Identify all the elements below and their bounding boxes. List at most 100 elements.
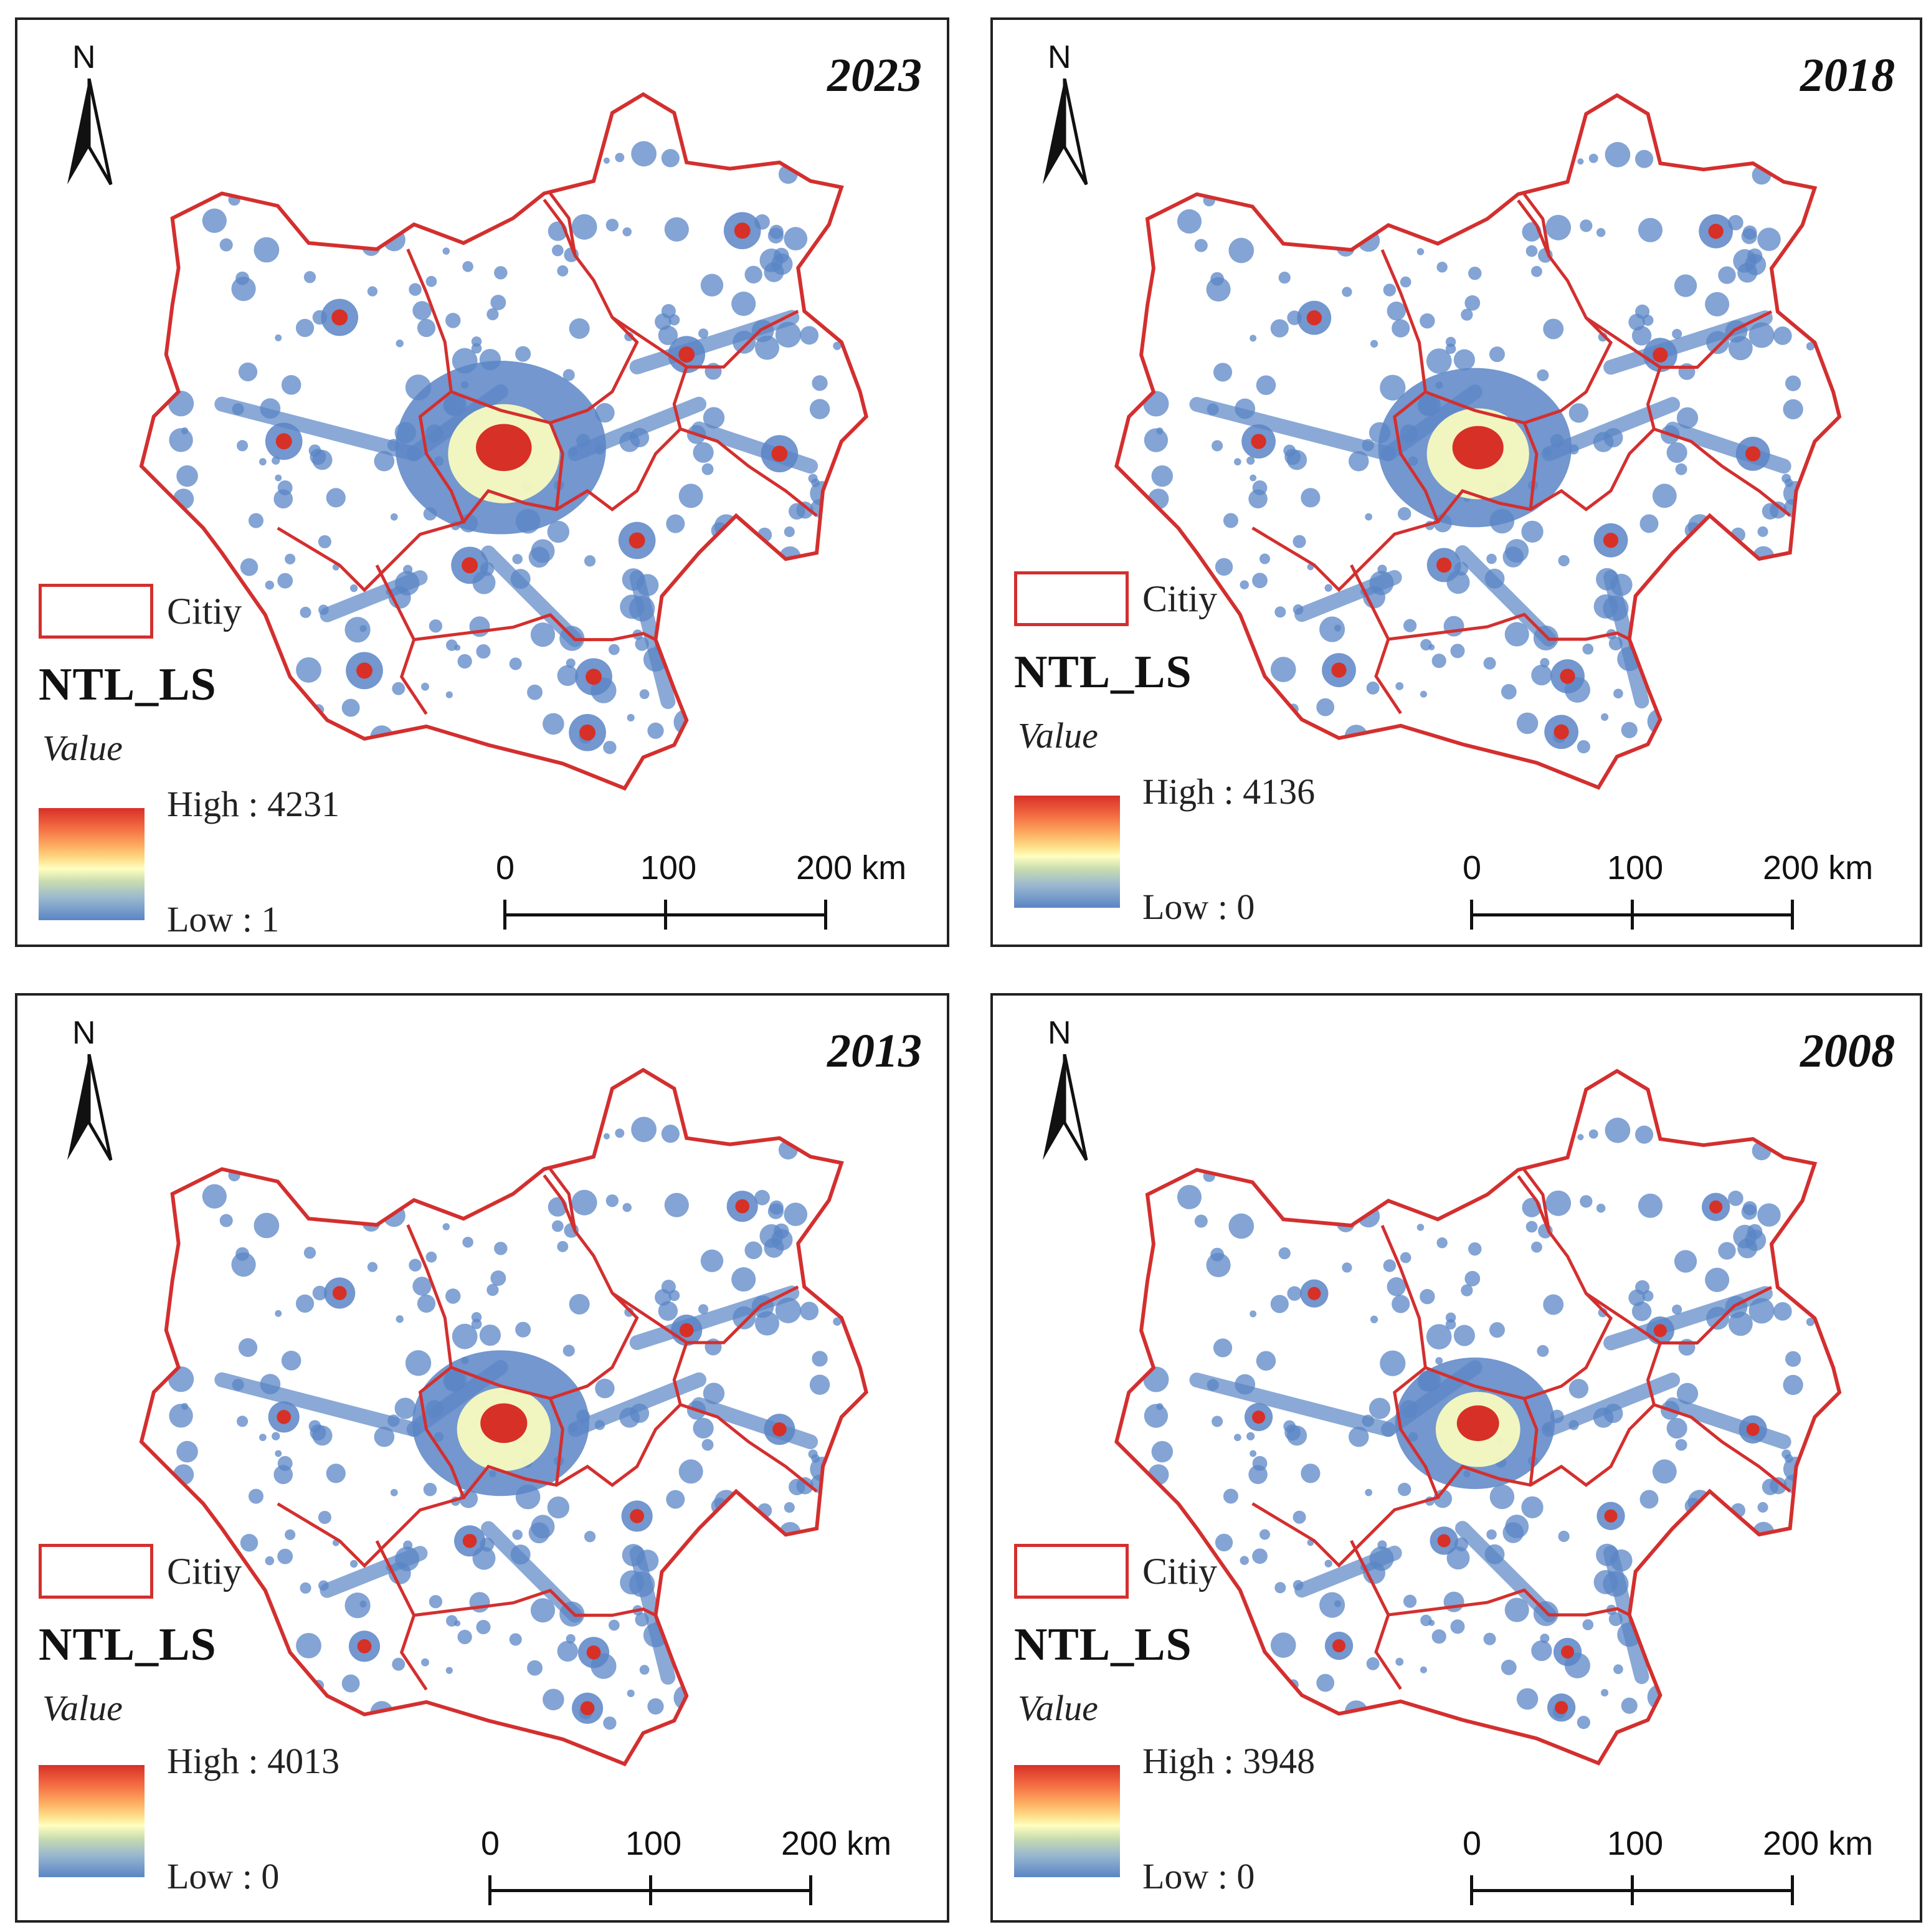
settlement-light (800, 326, 819, 345)
legend-city-swatch (39, 584, 153, 639)
settlement-light (1580, 219, 1593, 232)
settlement-light (421, 682, 429, 691)
settlement-light (1464, 1270, 1481, 1287)
scale-tick (649, 1875, 652, 1905)
north-letter: N (72, 39, 96, 75)
settlement-light (1768, 715, 1781, 728)
settlement-light (1776, 1667, 1801, 1692)
settlement-light (1403, 619, 1417, 632)
legend-city-label: Citiy (1142, 1551, 1218, 1592)
settlement-light (412, 301, 432, 320)
settlement-light (1319, 616, 1345, 642)
settlement-light (1601, 713, 1609, 721)
settlement-light (1387, 1277, 1406, 1297)
settlement-light (168, 391, 194, 417)
city-hotspot-center (679, 1323, 694, 1338)
legend-low-label: Low : 1 (167, 899, 280, 940)
settlement-light (1601, 1688, 1609, 1697)
settlement-light (584, 1531, 596, 1543)
settlement-light (1431, 654, 1446, 669)
settlement-light (442, 144, 457, 159)
settlement-light (1252, 1548, 1268, 1564)
legend-high-label: High : 4136 (1142, 771, 1316, 812)
settlement-light (571, 214, 597, 240)
city-hotspot-center (734, 222, 751, 239)
settlement-light (1678, 363, 1696, 380)
settlement-light (1194, 1214, 1208, 1228)
settlement-light (703, 1382, 725, 1404)
settlement-light (1639, 1490, 1659, 1509)
settlement-light (1531, 1640, 1552, 1662)
settlement-light (515, 1321, 531, 1338)
settlement-light (1540, 658, 1550, 668)
settlement-light (1537, 369, 1549, 381)
settlement-light (1783, 1374, 1803, 1396)
settlement-light (1416, 1120, 1431, 1135)
settlement-light (396, 340, 404, 348)
settlement-light (425, 1251, 437, 1263)
city-hotspot-center (1437, 1534, 1451, 1548)
settlement-light (359, 1601, 367, 1608)
settlement-light (747, 1705, 758, 1716)
settlement-light (353, 1153, 379, 1179)
settlement-light (237, 1416, 249, 1427)
settlement-light (1732, 578, 1744, 590)
settlement-light (494, 1242, 508, 1255)
city-boundary (1436, 1342, 1662, 1499)
settlement-light (1324, 1559, 1332, 1568)
settlement-light (661, 149, 680, 168)
settlement-light (459, 1489, 478, 1508)
settlement-light (1365, 513, 1372, 521)
settlement-light (1737, 262, 1758, 283)
settlement-light (1302, 221, 1329, 247)
map-panel-2023: 2023 N Citiy NTL_LS Value High : 4231 Lo… (15, 17, 949, 947)
north-arrow: N (1030, 39, 1099, 188)
city-boundary (549, 422, 564, 510)
settlement-light (767, 227, 784, 244)
settlement-light (1428, 1619, 1435, 1626)
settlement-light (1319, 1592, 1345, 1618)
settlement-light (754, 586, 763, 595)
settlement-light (595, 1378, 615, 1399)
settlement-light (603, 1133, 610, 1140)
settlement-light (296, 1632, 321, 1658)
settlement-light (353, 177, 379, 204)
settlement-light (1490, 117, 1506, 133)
settlement-light (1293, 535, 1306, 548)
settlement-light (744, 1241, 762, 1260)
city-hotspot-center (1332, 1639, 1346, 1653)
settlement-light (1427, 159, 1449, 181)
settlement-light (1372, 1120, 1382, 1130)
legend-title: NTL_LS (1014, 1619, 1192, 1670)
settlement-light (285, 1529, 296, 1540)
settlement-light (357, 1176, 378, 1198)
nighttime-lights-map (139, 92, 868, 791)
settlement-light (792, 727, 810, 745)
settlement-light (452, 1323, 478, 1349)
settlement-light (1732, 1554, 1744, 1566)
settlement-light (1716, 1596, 1740, 1620)
settlement-light (800, 1301, 819, 1321)
settlement-light (698, 1304, 709, 1315)
city-hotspot-center (735, 1199, 750, 1214)
settlement-light (803, 1668, 828, 1693)
settlement-light (1453, 1325, 1475, 1346)
scale-tick (1470, 1875, 1473, 1905)
settlement-light (486, 1283, 499, 1297)
settlement-light (658, 1301, 678, 1321)
settlement-light (296, 1137, 318, 1159)
settlement-light (683, 1719, 697, 1732)
settlement-light (527, 1660, 543, 1676)
settlement-light (1505, 539, 1529, 563)
urban-core-high (1452, 426, 1504, 470)
settlement-light (303, 271, 316, 283)
settlement-light (551, 244, 564, 257)
settlement-light (790, 1110, 805, 1125)
settlement-light (771, 1683, 790, 1702)
settlement-light (397, 143, 407, 153)
lights-corridor (320, 1546, 428, 1598)
scale-label-0: 0 (1463, 849, 1482, 887)
settlement-light (1531, 265, 1542, 277)
city-boundary (1523, 1169, 1551, 1232)
settlement-light (832, 1642, 848, 1658)
